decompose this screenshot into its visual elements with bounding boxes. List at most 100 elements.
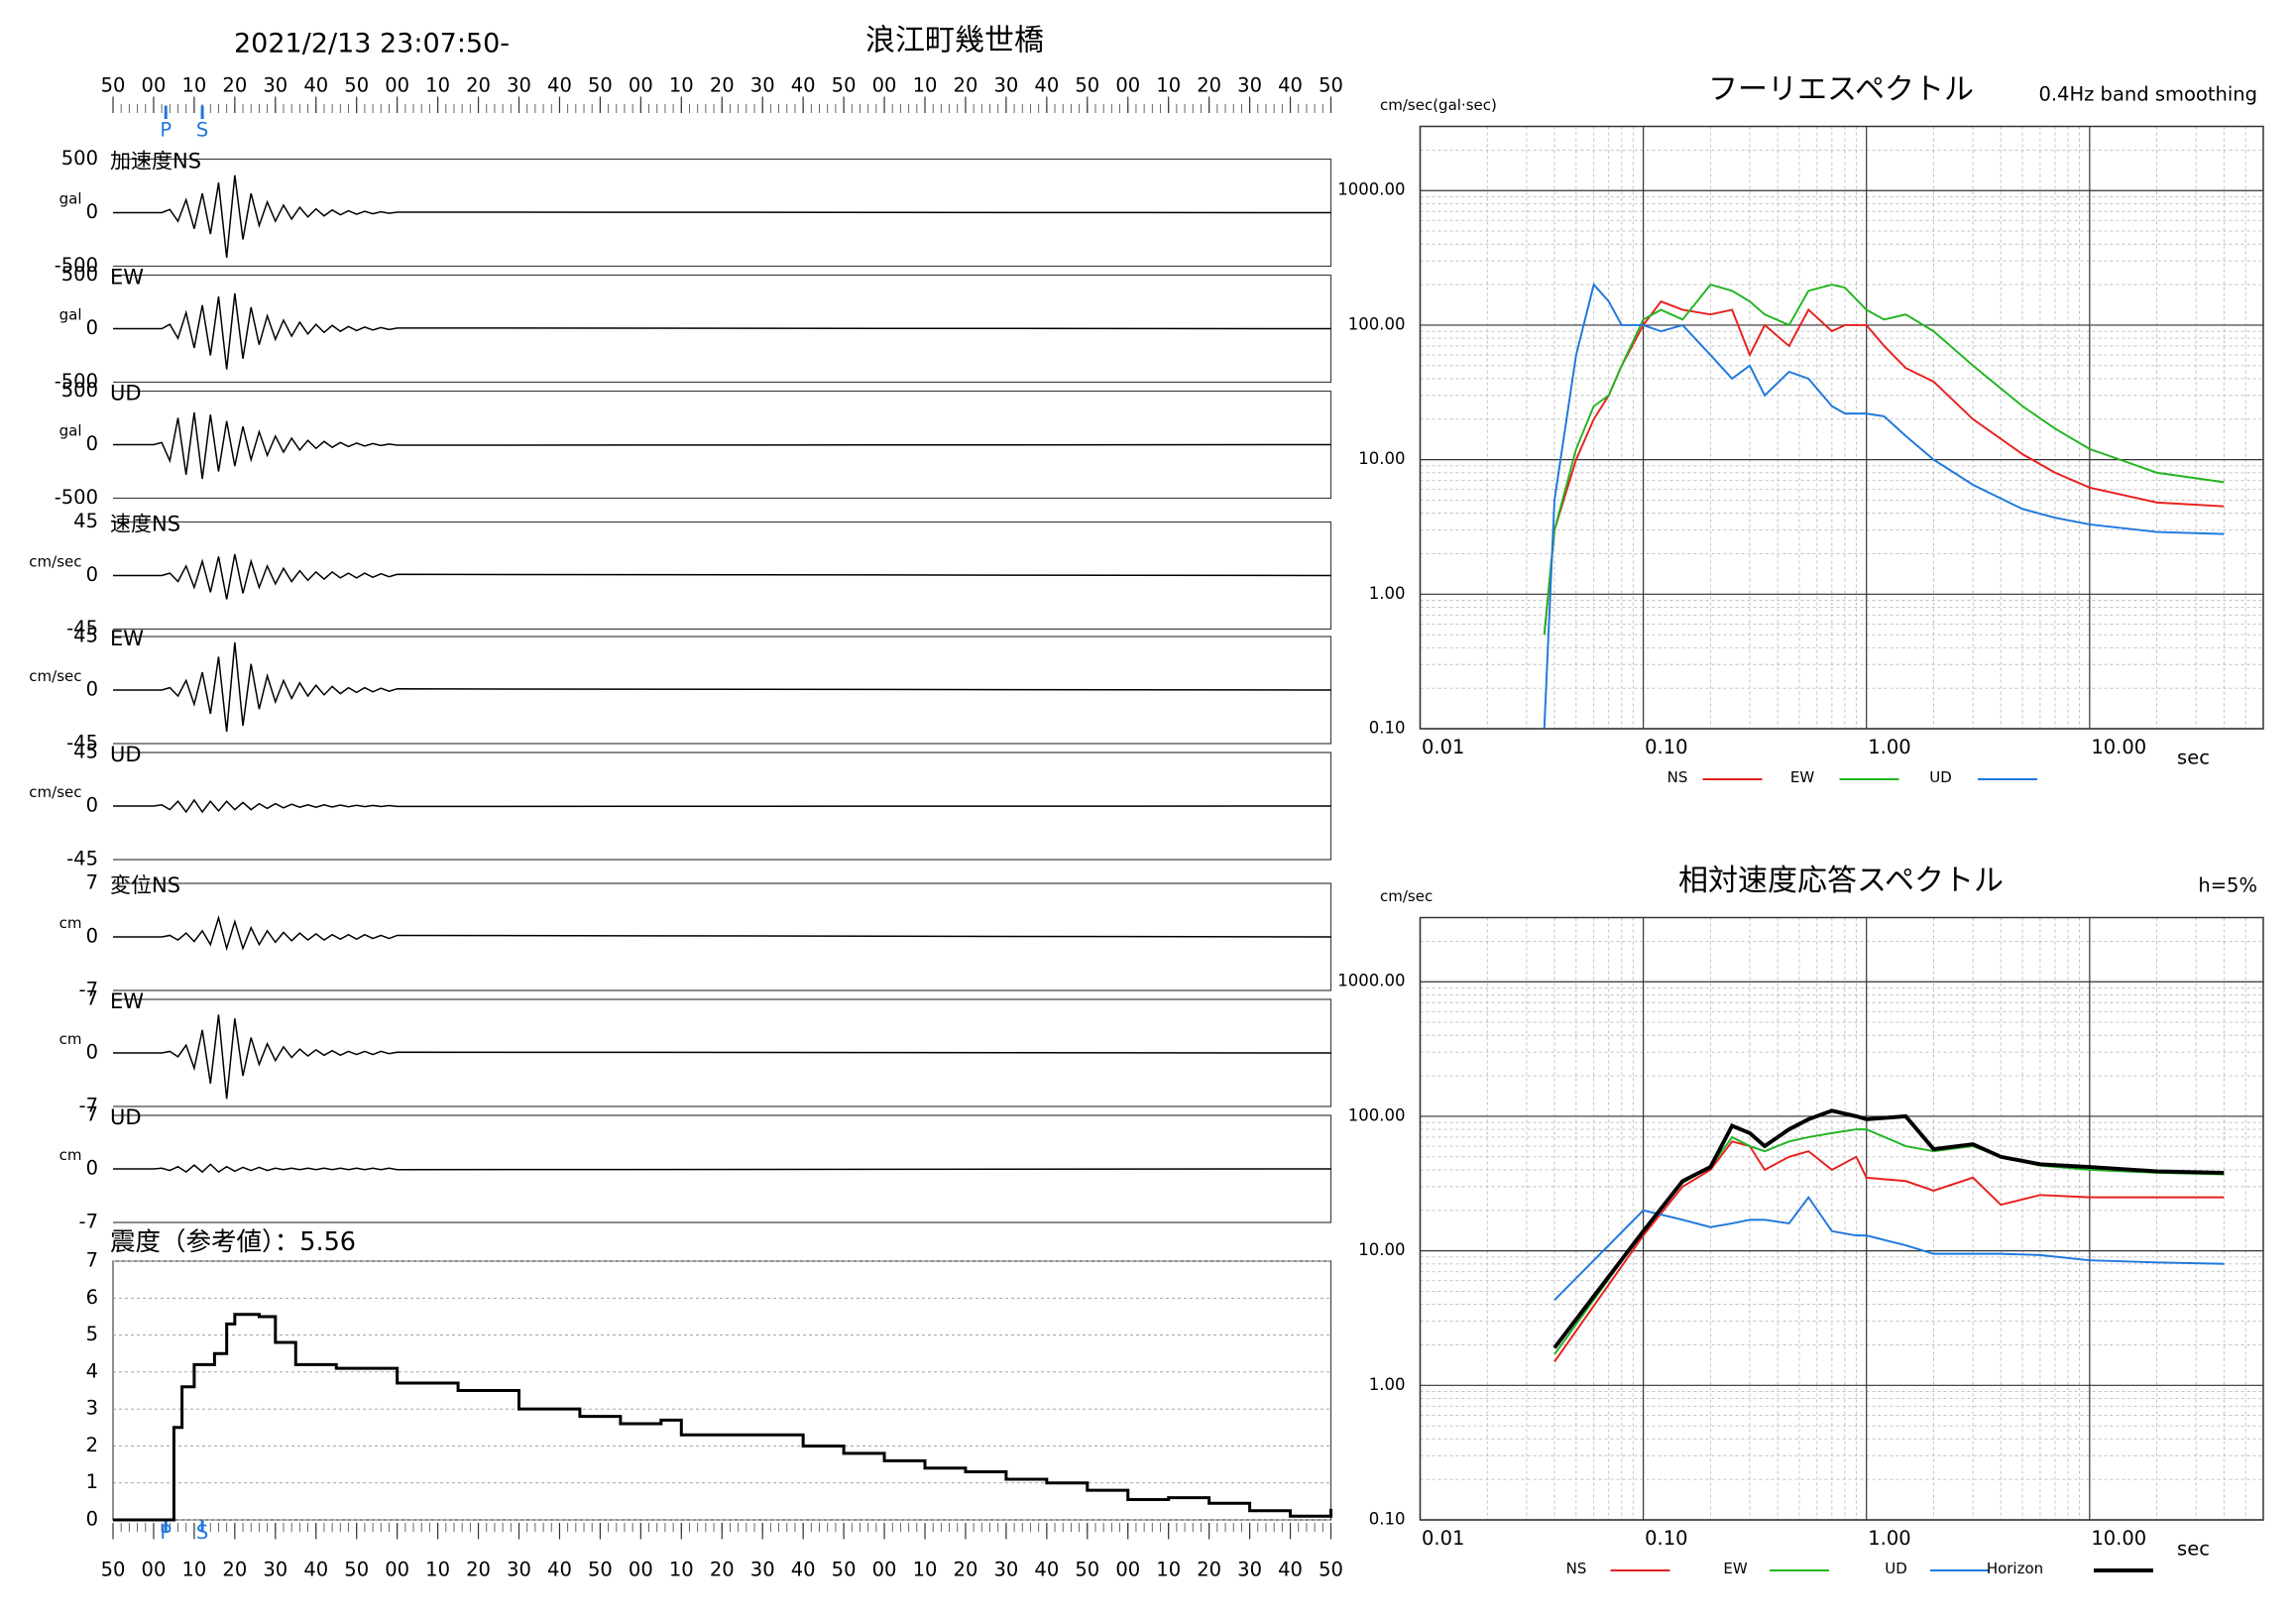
- x-tick-label: 10: [669, 1559, 694, 1581]
- x-tick-label: 50: [832, 74, 857, 97]
- unit-label: cm: [59, 1146, 82, 1164]
- y-tick-label: -500: [55, 486, 98, 509]
- spectrum-line: [1543, 283, 2225, 730]
- record-datetime: 2021/2/13 23:07:50-: [234, 29, 510, 59]
- y-tick-label: 0: [86, 794, 98, 817]
- x-tick-label: 30: [507, 74, 531, 97]
- unit-label: cm: [59, 914, 82, 932]
- legend-label: UD: [1929, 768, 1952, 786]
- y-tick-label: 45: [73, 741, 98, 763]
- spectrum-line: [1553, 1195, 2225, 1302]
- waveform: [113, 914, 1331, 952]
- y-tick-label: 0: [86, 1041, 98, 1064]
- x-tick-label: 10: [181, 1559, 206, 1581]
- chart-title: 震度（参考値）：5.56: [110, 1227, 356, 1257]
- y-tick-label: 500: [61, 263, 98, 286]
- legend-label: NS: [1566, 1560, 1587, 1577]
- trace-label: EW: [110, 989, 144, 1013]
- x-tick-label: 30: [263, 1559, 287, 1581]
- x-tick-label: 20: [954, 1559, 978, 1581]
- intensity-line: [113, 1313, 1332, 1522]
- x-tick-label: 00: [1115, 1559, 1140, 1581]
- x-tick-label: 40: [547, 1559, 572, 1581]
- y-tick-label: 10.00: [1358, 449, 1405, 468]
- spectrum-line: [1552, 1108, 2225, 1349]
- waveform: [113, 174, 1331, 258]
- x-tick-label: 20: [222, 74, 247, 97]
- y-tick-label: -7: [79, 979, 98, 1001]
- spectrum-line: [1543, 299, 2225, 636]
- x-tick-label: 40: [1034, 74, 1059, 97]
- x-tick-label: 0.01: [1422, 736, 1464, 758]
- legend-label: Horizon: [1987, 1560, 2043, 1577]
- trace-label: UD: [110, 743, 142, 766]
- x-tick-label: 00: [629, 74, 653, 97]
- phase-label: S: [196, 119, 208, 142]
- chart-subtitle: h=5%: [2198, 874, 2257, 897]
- x-tick-label: 10: [913, 74, 938, 97]
- y-tick-label: 0: [86, 432, 98, 455]
- x-tick-label: 50: [588, 1559, 613, 1581]
- x-tick-label: 40: [303, 1559, 328, 1581]
- unit-label: cm/sec: [29, 667, 81, 685]
- x-tick-label: 1.00: [1868, 736, 1910, 758]
- unit-label: gal: [59, 306, 82, 324]
- y-tick-label: 0: [86, 1508, 98, 1531]
- x-tick-label: 30: [507, 1559, 531, 1581]
- x-tick-label: 50: [101, 74, 126, 97]
- y-tick-label: 45: [73, 625, 98, 647]
- chart-title: 相対速度応答スペクトル: [1678, 864, 2004, 898]
- trace-label: UD: [110, 1105, 142, 1129]
- trace-label: EW: [110, 266, 144, 290]
- x-tick-label: 00: [872, 1559, 897, 1581]
- x-axis-label: sec: [2177, 747, 2210, 769]
- x-tick-label: 20: [466, 1559, 491, 1581]
- x-tick-label: 00: [142, 1559, 167, 1581]
- x-tick-label: 20: [1197, 1559, 1221, 1581]
- y-tick-label: 10.00: [1358, 1240, 1405, 1259]
- x-tick-label: 00: [1115, 74, 1140, 97]
- x-tick-label: 30: [1237, 1559, 1262, 1581]
- y-tick-label: 1.00: [1369, 1375, 1406, 1394]
- x-tick-label: 20: [1197, 74, 1221, 97]
- x-tick-label: 1.00: [1868, 1527, 1910, 1550]
- x-tick-label: 10: [669, 74, 694, 97]
- x-tick-label: 50: [1319, 74, 1343, 97]
- x-tick-label: 50: [832, 1559, 857, 1581]
- x-tick-label: 50: [101, 1559, 126, 1581]
- x-tick-label: 40: [303, 74, 328, 97]
- y-tick-label: 1.00: [1369, 584, 1406, 603]
- x-tick-label: 30: [750, 74, 775, 97]
- waveform: [113, 292, 1331, 370]
- trace-label: 加速度NS: [110, 150, 201, 174]
- spectrum-line: [1553, 1140, 2225, 1362]
- x-tick-label: 50: [1075, 1559, 1099, 1581]
- x-tick-label: 0.10: [1645, 1527, 1687, 1550]
- y-axis-label: cm/sec: [1380, 887, 1433, 905]
- y-tick-label: -45: [66, 732, 98, 754]
- x-tick-label: 00: [385, 74, 409, 97]
- x-tick-label: 40: [1278, 74, 1303, 97]
- y-tick-label: 1: [86, 1470, 98, 1493]
- plot-frame: [112, 1260, 1332, 1521]
- x-tick-label: 30: [993, 74, 1018, 97]
- y-tick-label: 0: [86, 678, 98, 701]
- trace-label: 速度NS: [110, 513, 180, 536]
- y-tick-label: -7: [79, 1095, 98, 1117]
- x-tick-label: 30: [750, 1559, 775, 1581]
- trace-label: 変位NS: [110, 873, 180, 897]
- x-tick-label: 40: [791, 74, 816, 97]
- x-tick-label: 10.00: [2091, 1527, 2146, 1550]
- y-tick-label: 0: [86, 925, 98, 948]
- x-tick-label: 0.01: [1422, 1527, 1464, 1550]
- legend-label: EW: [1790, 768, 1814, 786]
- y-tick-label: 100.00: [1348, 1105, 1406, 1124]
- x-tick-label: 40: [547, 74, 572, 97]
- panel-frame: [113, 636, 1332, 745]
- y-tick-label: -500: [55, 370, 98, 393]
- unit-label: gal: [59, 422, 82, 440]
- chart-title: フーリエスペクトル: [1708, 72, 1974, 107]
- chart-subtitle: 0.4Hz band smoothing: [2038, 83, 2257, 106]
- phase-label: P: [160, 1521, 172, 1544]
